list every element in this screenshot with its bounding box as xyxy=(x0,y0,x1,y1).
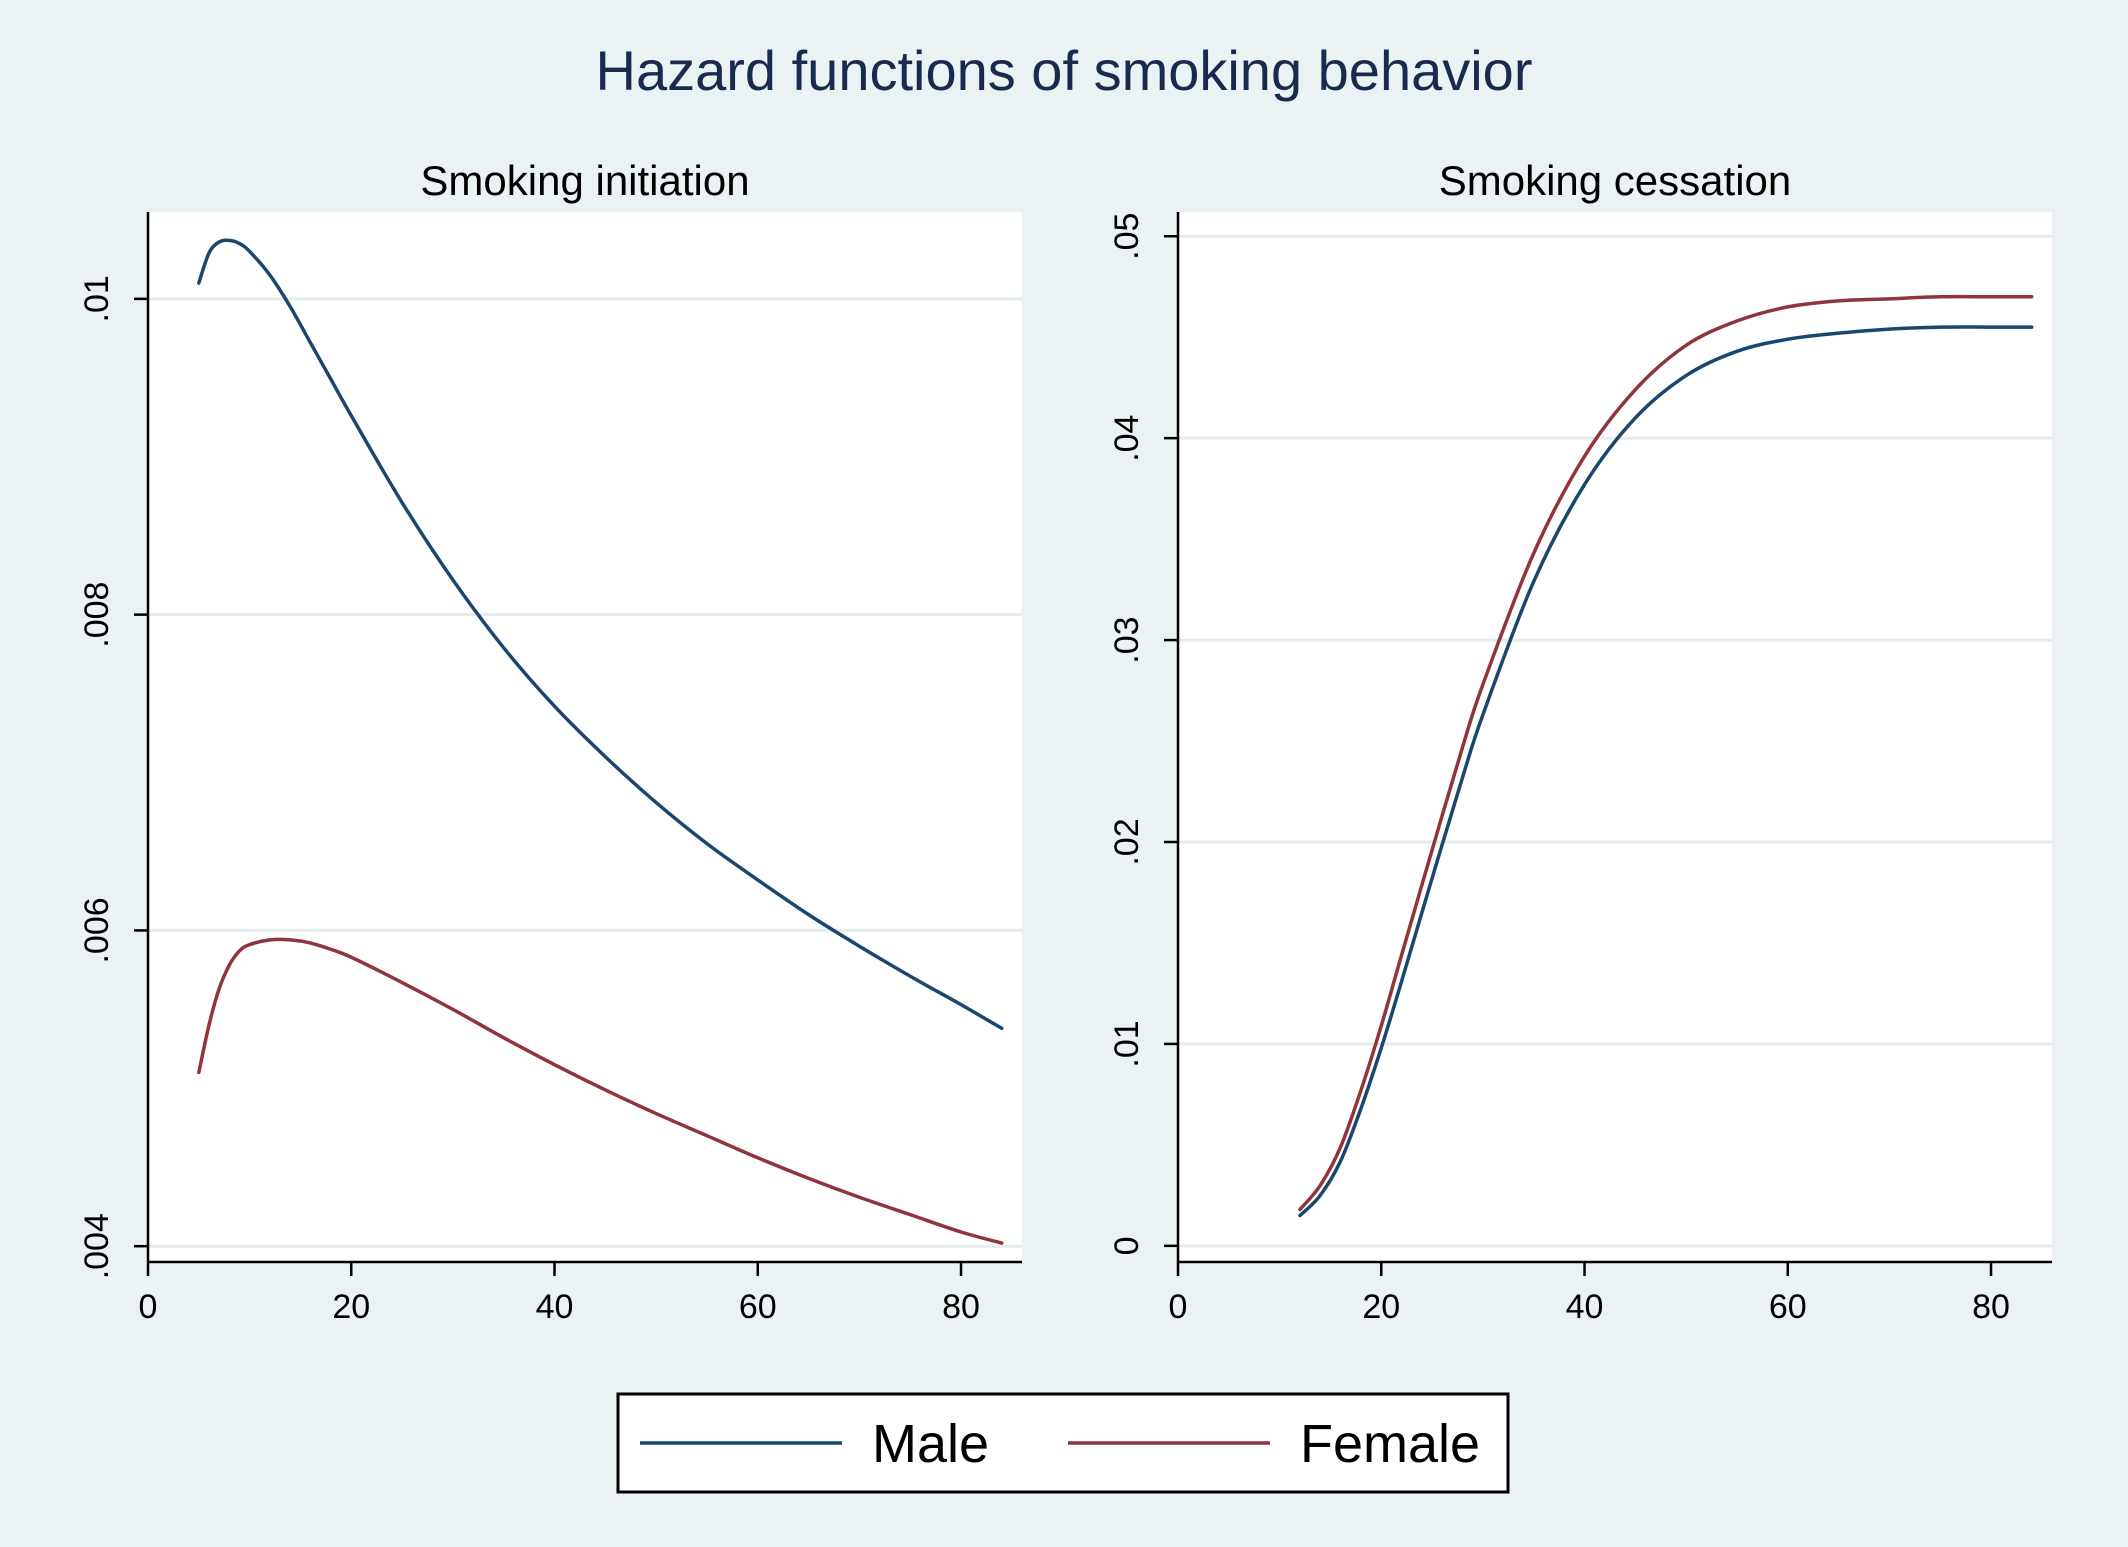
y-tick-label: .04 xyxy=(1108,415,1146,462)
legend-box xyxy=(616,1392,1510,1494)
y-tick-label: .03 xyxy=(1108,616,1146,663)
y-tick-label: .004 xyxy=(78,1213,116,1279)
x-tick-label: 40 xyxy=(536,1288,574,1326)
x-tick-label: 0 xyxy=(139,1288,158,1326)
x-tick-label: 40 xyxy=(1566,1288,1604,1326)
y-tick-label: .02 xyxy=(1108,818,1146,865)
y-tick-label: .01 xyxy=(1108,1020,1146,1067)
x-tick-label: 0 xyxy=(1169,1288,1188,1326)
panel-title: Smoking initiation xyxy=(420,157,749,204)
plot-area xyxy=(1178,212,2052,1262)
legend-label-male: Male xyxy=(872,1414,989,1474)
chart-title: Hazard functions of smoking behavior xyxy=(596,39,1533,102)
x-tick-label: 60 xyxy=(1769,1288,1807,1326)
x-tick-label: 20 xyxy=(1362,1288,1400,1326)
y-tick-label: .008 xyxy=(78,582,116,648)
x-tick-label: 60 xyxy=(739,1288,777,1326)
panel-cessation: Smoking cessation 0 .01 .02 .03 .04 .05 0 20 40 60… xyxy=(1108,157,2052,1326)
y-tick-label: .05 xyxy=(1108,213,1146,260)
legend-label-female: Female xyxy=(1300,1414,1480,1474)
x-tick-label: 80 xyxy=(942,1288,980,1326)
series-line-female xyxy=(1298,294,2034,1212)
y-tick-label: .006 xyxy=(78,897,116,963)
series-line-male xyxy=(197,238,1004,1031)
series-line-female xyxy=(197,937,1004,1245)
chart-panels: Smoking initiation .004 .006 .008 .01 0 20 40 60… xyxy=(78,157,2052,1326)
y-tick-label: .01 xyxy=(78,275,116,322)
panel-initiation: Smoking initiation .004 .006 .008 .01 0 20 40 60… xyxy=(78,157,1022,1326)
series-line-male xyxy=(1298,325,2034,1218)
y-tick-label: 0 xyxy=(1108,1236,1146,1255)
x-tick-label: 80 xyxy=(1972,1288,2010,1326)
panel-title: Smoking cessation xyxy=(1439,157,1792,204)
legend: Male Female xyxy=(616,1392,1510,1494)
x-tick-label: 20 xyxy=(332,1288,370,1326)
